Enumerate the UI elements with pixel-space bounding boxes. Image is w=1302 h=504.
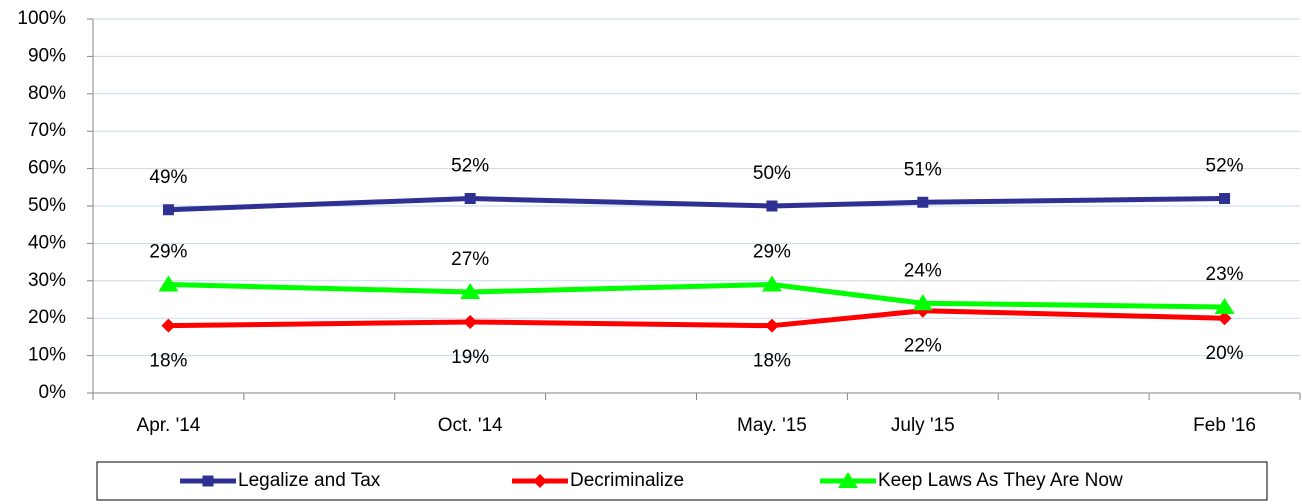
data-label: 20% (1206, 343, 1244, 364)
data-label: 23% (1206, 264, 1244, 285)
legend-marker (533, 474, 547, 488)
y-tick-label: 0% (39, 382, 67, 403)
legend-label: Legalize and Tax (238, 470, 381, 491)
x-tick-label: Feb '16 (1193, 415, 1256, 436)
series-line (922, 196, 1225, 205)
y-tick-label: 10% (28, 345, 66, 366)
data-label: 19% (451, 347, 489, 368)
data-label: 27% (451, 249, 489, 270)
y-tick-label: 90% (28, 45, 66, 66)
data-point (463, 314, 478, 329)
legend-marker (838, 472, 858, 488)
series-line (922, 308, 1225, 321)
data-point (1217, 311, 1232, 326)
data-point (1214, 297, 1235, 314)
series-line (771, 282, 924, 306)
x-tick-label: May. '15 (737, 415, 807, 436)
data-label: 18% (149, 351, 187, 372)
y-tick-label: 100% (17, 8, 66, 29)
y-tick-label: 20% (28, 307, 66, 328)
series-line (168, 196, 471, 213)
y-tick-label: 70% (28, 120, 66, 141)
data-point (761, 275, 782, 292)
y-tick-label: 50% (28, 195, 66, 216)
data-point (158, 275, 179, 292)
series-line (470, 196, 772, 209)
data-label: 50% (753, 163, 791, 184)
series-line (168, 319, 471, 329)
data-label: 29% (753, 242, 791, 263)
data-label: 49% (149, 167, 187, 188)
data-label: 52% (1206, 156, 1244, 177)
data-point (161, 318, 176, 333)
data-point (1219, 193, 1231, 205)
series-line (470, 282, 772, 295)
data-label: 24% (904, 260, 942, 281)
series-line (771, 308, 924, 329)
data-point (766, 200, 778, 212)
y-tick-label: 60% (28, 158, 66, 179)
legend-label: Keep Laws As They Are Now (878, 470, 1123, 491)
data-label: 51% (904, 159, 942, 180)
series-line (470, 319, 772, 329)
legend-box (96, 461, 1268, 501)
y-tick-label: 30% (28, 270, 66, 291)
y-tick-label: 40% (28, 232, 66, 253)
data-point (460, 283, 481, 300)
data-label: 52% (451, 156, 489, 177)
series-line (168, 282, 471, 295)
data-label: 18% (753, 351, 791, 372)
data-point (464, 193, 476, 205)
x-tick-label: July '15 (891, 415, 955, 436)
data-label: 29% (149, 242, 187, 263)
y-tick-label: 80% (28, 83, 66, 104)
data-point (917, 196, 929, 208)
data-point (162, 204, 174, 216)
x-tick-label: Oct. '14 (438, 415, 503, 436)
x-tick-label: Apr. '14 (137, 415, 201, 436)
legend-marker (202, 475, 214, 487)
series-line (771, 199, 923, 209)
legend-label: Decriminalize (570, 470, 684, 491)
series-line (922, 300, 1225, 310)
data-point (764, 318, 779, 333)
data-label: 22% (904, 336, 942, 357)
data-point (912, 294, 933, 311)
